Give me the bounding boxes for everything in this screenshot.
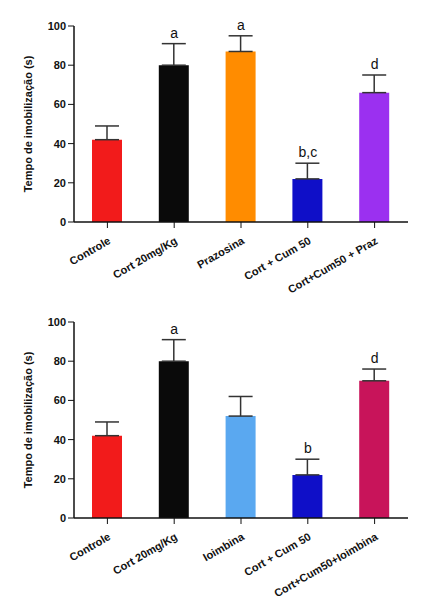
svg-text:Controle: Controle	[67, 530, 112, 563]
svg-text:d: d	[371, 350, 379, 366]
svg-text:60: 60	[54, 394, 66, 406]
svg-text:a: a	[237, 17, 245, 33]
svg-text:40: 40	[54, 138, 66, 150]
svg-text:Prazosina: Prazosina	[195, 234, 247, 271]
svg-text:100: 100	[48, 20, 66, 32]
svg-text:100: 100	[48, 316, 66, 328]
svg-text:Cort + Cum 50: Cort + Cum 50	[241, 234, 313, 283]
svg-text:Controle: Controle	[67, 234, 112, 267]
svg-text:b,c: b,c	[298, 144, 317, 160]
svg-text:20: 20	[54, 473, 66, 485]
svg-text:Cort+Cum50+Ioimbina: Cort+Cum50+Ioimbina	[272, 530, 380, 600]
svg-text:Cort 20mg/Kg: Cort 20mg/Kg	[111, 234, 179, 280]
svg-text:a: a	[170, 321, 178, 337]
svg-text:d: d	[371, 56, 379, 72]
svg-text:0: 0	[60, 512, 66, 524]
svg-text:20: 20	[54, 177, 66, 189]
svg-text:Cort + Cum 50: Cort + Cum 50	[241, 530, 313, 579]
svg-text:80: 80	[54, 59, 66, 71]
svg-text:Tempo de imobilização (s): Tempo de imobilização (s)	[22, 55, 34, 192]
svg-text:0: 0	[60, 216, 66, 228]
svg-text:b: b	[304, 440, 312, 456]
svg-text:40: 40	[54, 434, 66, 446]
svg-text:Cort 20mg/Kg: Cort 20mg/Kg	[111, 530, 179, 576]
svg-text:a: a	[170, 25, 178, 41]
svg-text:Ioimbina: Ioimbina	[201, 530, 247, 563]
svg-text:80: 80	[54, 355, 66, 367]
svg-text:60: 60	[54, 98, 66, 110]
svg-text:Tempo de imobilização (s): Tempo de imobilização (s)	[22, 351, 34, 488]
svg-text:Cort+Cum50 + Praz: Cort+Cum50 + Praz	[286, 234, 380, 295]
